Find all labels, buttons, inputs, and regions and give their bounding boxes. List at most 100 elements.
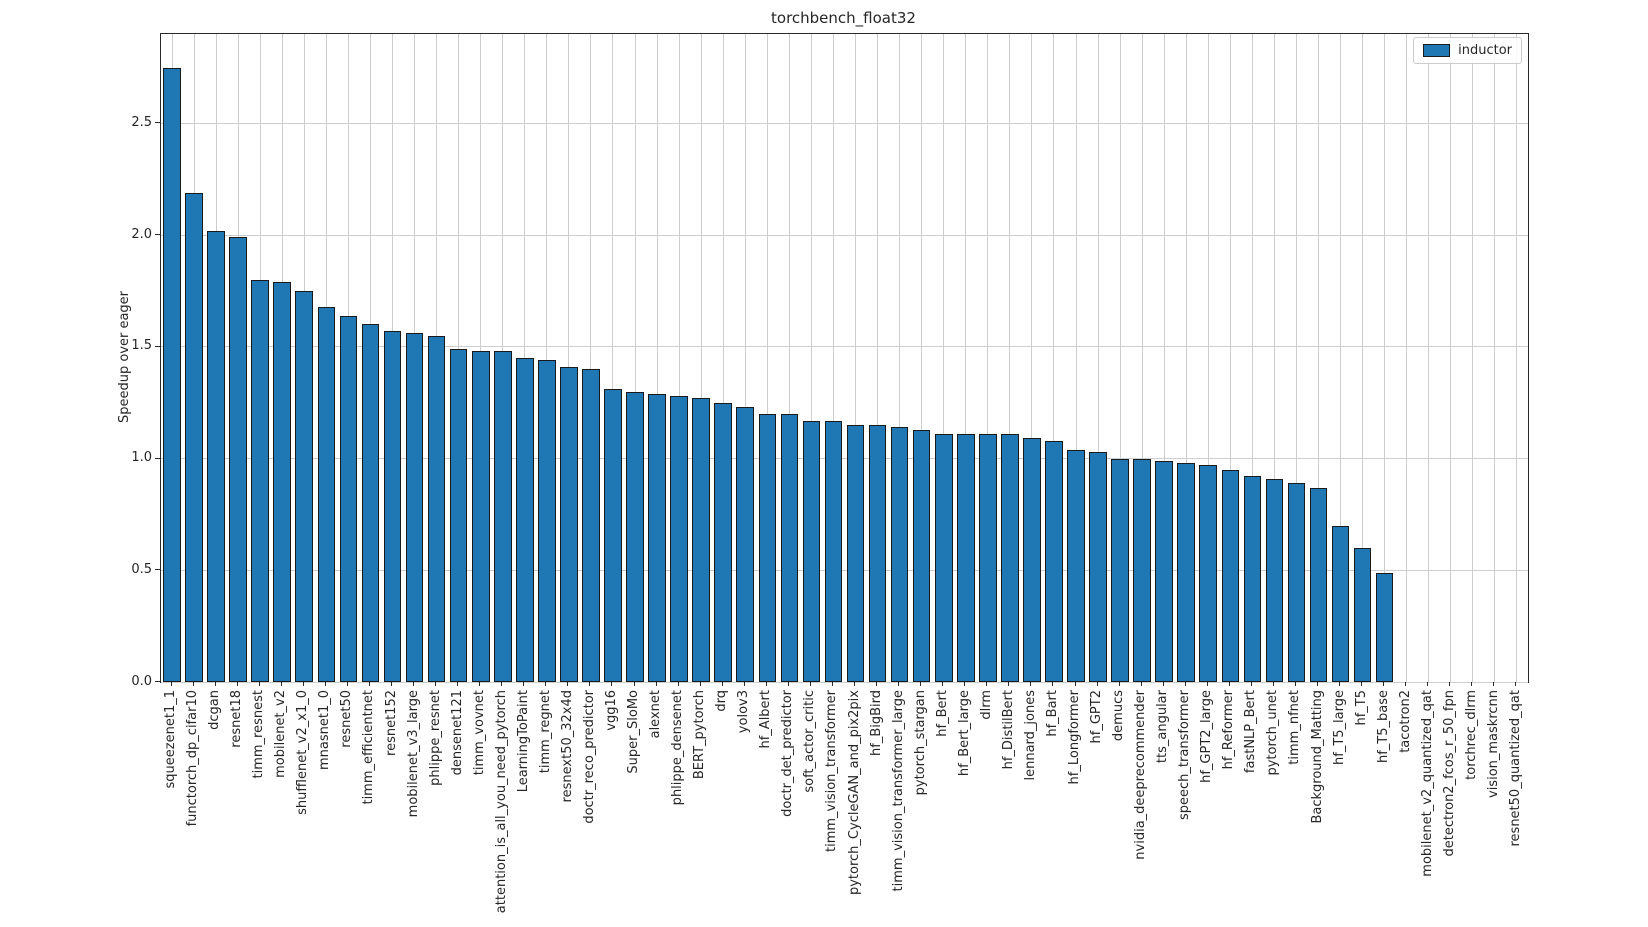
- bar: [427, 335, 446, 682]
- x-tick-mark: [677, 682, 679, 686]
- bar: [626, 391, 644, 682]
- legend-label: inductor: [1458, 43, 1512, 58]
- y-tick-label: 2.5: [131, 114, 152, 130]
- x-gridline: [987, 34, 989, 682]
- x-tick-label: hf_GPT2_large: [1199, 690, 1215, 783]
- bar: [890, 427, 909, 682]
- x-tick-mark: [1250, 682, 1252, 686]
- x-gridline: [1494, 34, 1496, 682]
- x-tick-mark: [765, 682, 767, 686]
- x-gridline: [722, 34, 724, 682]
- x-tick-label: mobilenet_v3_large: [405, 690, 421, 818]
- x-tick-mark: [545, 682, 547, 686]
- bar: [978, 433, 997, 682]
- x-gridline: [1031, 34, 1033, 682]
- x-gridline: [744, 34, 746, 682]
- bar: [1001, 433, 1019, 682]
- x-tick-label: torchrec_dlrm: [1463, 690, 1479, 780]
- x-tick-mark: [1427, 682, 1429, 686]
- x-gridline: [700, 34, 702, 682]
- x-gridline: [546, 34, 548, 682]
- x-gridline: [899, 34, 901, 682]
- x-gridline: [1141, 34, 1143, 682]
- y-tick-mark: [155, 345, 160, 347]
- x-tick-label: hf_T5_large: [1331, 690, 1347, 765]
- x-gridline: [1185, 34, 1187, 682]
- x-tick-label: demucs: [1111, 690, 1127, 742]
- bar: [934, 433, 953, 682]
- x-tick-label: hf_T5: [1353, 690, 1369, 726]
- legend: inductor: [1413, 37, 1522, 64]
- x-tick-label: functorch_dp_cifar10: [185, 690, 201, 827]
- bar: [560, 366, 578, 682]
- x-tick-label: resnet50_quantized_qat: [1507, 690, 1523, 847]
- x-tick-label: timm_vision_transformer: [824, 690, 840, 852]
- x-tick-label: hf_Bert: [934, 690, 950, 737]
- bar: [1177, 463, 1196, 682]
- x-tick-mark: [170, 682, 172, 686]
- x-gridline: [656, 34, 658, 682]
- x-tick-label: dcgan: [207, 690, 223, 730]
- y-gridline: [161, 458, 1528, 460]
- x-tick-label: timm_efficientnet: [361, 690, 377, 805]
- x-gridline: [1053, 34, 1055, 682]
- legend-swatch-icon: [1423, 44, 1451, 57]
- x-tick-label: resnet152: [383, 690, 399, 756]
- x-tick-label: timm_vovnet: [471, 690, 487, 776]
- x-tick-label: shufflenet_v2_x1_0: [295, 690, 311, 815]
- x-tick-mark: [1162, 682, 1164, 686]
- bar: [802, 420, 821, 682]
- x-gridline: [965, 34, 967, 682]
- x-tick-label: speech_transformer: [1177, 690, 1193, 820]
- x-tick-mark: [986, 682, 988, 686]
- x-tick-mark: [523, 682, 525, 686]
- x-tick-label: pytorch_CycleGAN_and_pix2pix: [846, 690, 862, 896]
- x-gridline: [832, 34, 834, 682]
- y-tick-label: 1.5: [131, 338, 152, 354]
- x-tick-label: timm_regnet: [537, 690, 553, 774]
- y-gridline: [161, 122, 1528, 124]
- bar: [1023, 438, 1041, 682]
- bar: [1067, 449, 1085, 682]
- bar: [295, 290, 314, 682]
- x-gridline: [568, 34, 570, 682]
- y-axis-label: Speedup over eager: [117, 290, 132, 424]
- y-gridline: [161, 681, 1528, 683]
- x-tick-label: detectron2_fcos_r_50_fpn: [1441, 690, 1457, 857]
- x-gridline: [634, 34, 636, 682]
- bar: [361, 324, 380, 682]
- bar: [868, 425, 887, 682]
- x-tick-mark: [920, 682, 922, 686]
- x-tick-mark: [280, 682, 282, 686]
- y-tick-mark: [155, 122, 160, 124]
- x-tick-label: hf_DistilBert: [1000, 690, 1016, 770]
- x-tick-label: phlippe_densenet: [670, 690, 686, 806]
- bars: [161, 34, 1528, 682]
- x-tick-label: densenet121: [449, 690, 465, 776]
- x-tick-label: timm_resnest: [251, 690, 267, 779]
- x-tick-label: hf_Reformer: [1221, 690, 1237, 770]
- x-tick-mark: [854, 682, 856, 686]
- x-tick-label: phlippe_resnet: [427, 690, 443, 786]
- x-tick-mark: [1317, 682, 1319, 686]
- x-tick-label: hf_Bart: [1044, 690, 1060, 737]
- x-tick-mark: [236, 682, 238, 686]
- bar: [449, 349, 468, 682]
- x-tick-label: doctr_det_predictor: [780, 690, 796, 817]
- x-tick-label: timm_vision_transformer_large: [890, 690, 906, 892]
- y-gridline: [161, 569, 1528, 571]
- x-gridline: [1075, 34, 1077, 682]
- x-tick-mark: [633, 682, 635, 686]
- x-tick-label: mobilenet_v2_quantized_qat: [1419, 690, 1435, 877]
- bar: [163, 67, 181, 682]
- x-tick-mark: [743, 682, 745, 686]
- x-tick-label: Background_Matting: [1309, 690, 1325, 824]
- x-tick-mark: [589, 682, 591, 686]
- x-tick-mark: [655, 682, 657, 686]
- x-tick-mark: [1361, 682, 1363, 686]
- bar: [956, 433, 975, 682]
- y-tick-mark: [155, 457, 160, 459]
- x-tick-mark: [831, 682, 833, 686]
- x-tick-mark: [611, 682, 613, 686]
